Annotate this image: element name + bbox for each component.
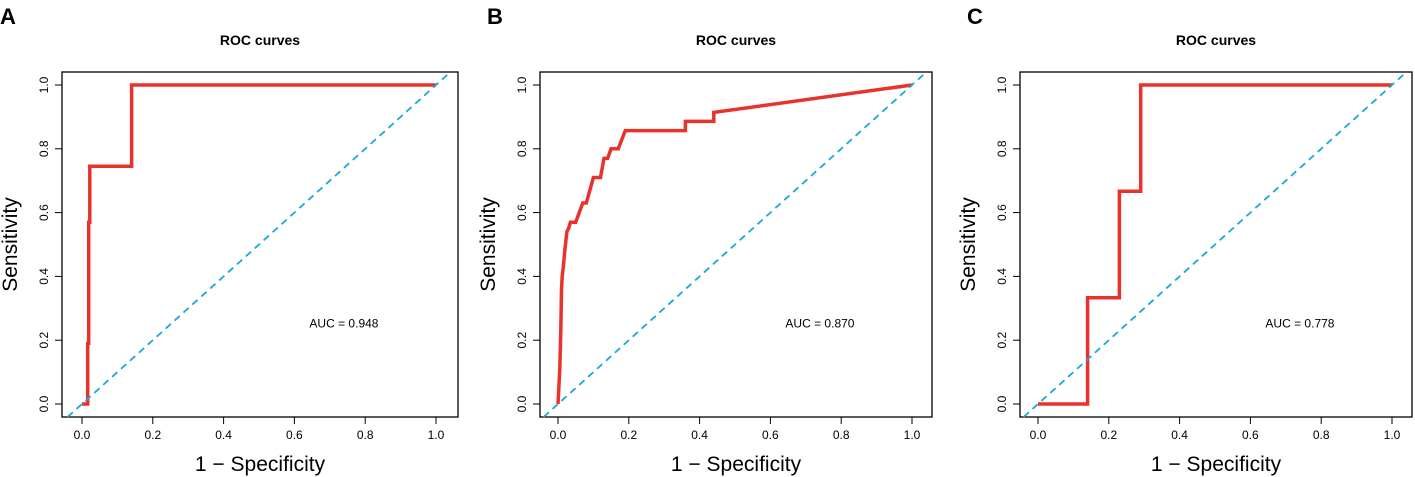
y-tick-label: 0.8 <box>37 140 51 157</box>
y-tick-label: 0.2 <box>995 332 1009 349</box>
x-tick-label: 0.8 <box>833 428 850 442</box>
x-tick-label: 1.0 <box>1384 428 1401 442</box>
y-tick-label: 1.0 <box>37 76 51 93</box>
y-tick-label: 0.0 <box>995 395 1009 412</box>
x-tick-label: 0.6 <box>286 428 303 442</box>
y-tick-label: 0.0 <box>515 395 529 412</box>
x-tick-label: 0.8 <box>1313 428 1330 442</box>
x-axis-label: 1 − Specificity <box>1151 453 1282 476</box>
x-axis-label: 1 − Specificity <box>195 453 326 476</box>
x-tick-label: 0.2 <box>1100 428 1117 442</box>
x-tick-label: 0.0 <box>74 428 91 442</box>
x-tick-label: 0.6 <box>1242 428 1259 442</box>
x-tick-label: 0.4 <box>1171 428 1188 442</box>
roc-panel-c: C ROC curves 0.0 0.2 0.4 0.6 0.8 1.0 0.0 0.2 0.4 0.… <box>957 4 1413 476</box>
y-tick-label: 0.4 <box>995 268 1009 285</box>
x-tick-label: 0.0 <box>1030 428 1047 442</box>
y-axis-label: Sensitivity <box>0 197 22 292</box>
roc-curve <box>82 83 436 406</box>
x-axis-label: 1 − Specificity <box>671 453 802 476</box>
y-tick-label: 0.4 <box>37 268 51 285</box>
reference-diagonal <box>66 71 452 418</box>
y-tick-label: 0.8 <box>995 140 1009 157</box>
roc-curve <box>1038 83 1392 406</box>
y-tick-label: 0.6 <box>37 204 51 221</box>
x-tick-label: 0.4 <box>691 428 708 442</box>
y-tick-label: 0.2 <box>515 332 529 349</box>
y-tick-label: 1.0 <box>515 76 529 93</box>
x-tick-label: 0.2 <box>620 428 637 442</box>
auc-annotation: AUC = 0.870 <box>785 316 854 330</box>
panel-letter: C <box>967 4 983 29</box>
x-tick-label: 0.4 <box>215 428 232 442</box>
x-tick-label: 0.6 <box>762 428 779 442</box>
y-tick-label: 0.6 <box>515 204 529 221</box>
chart-title: ROC curves <box>696 32 776 48</box>
auc-annotation: AUC = 0.948 <box>309 316 378 330</box>
y-axis-label: Sensitivity <box>957 197 980 292</box>
reference-diagonal <box>542 71 928 418</box>
roc-curve <box>556 83 913 405</box>
x-tick-label: 0.0 <box>550 428 567 442</box>
panel-letter: A <box>0 4 16 29</box>
panel-letter: B <box>487 4 503 29</box>
x-tick-label: 1.0 <box>904 428 921 442</box>
y-tick-label: 0.4 <box>515 268 529 285</box>
y-tick-label: 0.0 <box>37 395 51 412</box>
x-tick-label: 0.2 <box>144 428 161 442</box>
roc-panel-a: A ROC curves 0.0 0.2 0.4 0.6 0.8 1.0 0.0 0.2 0.4 0.… <box>0 4 459 476</box>
y-tick-label: 0.6 <box>995 204 1009 221</box>
chart-title: ROC curves <box>1176 32 1256 48</box>
x-tick-label: 0.8 <box>357 428 374 442</box>
auc-annotation: AUC = 0.778 <box>1265 316 1334 330</box>
y-tick-label: 0.8 <box>515 140 529 157</box>
y-axis-label: Sensitivity <box>477 197 500 292</box>
chart-title: ROC curves <box>220 32 300 48</box>
x-tick-label: 1.0 <box>428 428 445 442</box>
reference-diagonal <box>1022 71 1408 418</box>
y-tick-label: 1.0 <box>995 76 1009 93</box>
roc-panel-b: B ROC curves 0.0 0.2 0.4 0.6 0.8 1.0 0.0 0.2 0.4 0.… <box>477 4 933 476</box>
y-tick-label: 0.2 <box>37 332 51 349</box>
